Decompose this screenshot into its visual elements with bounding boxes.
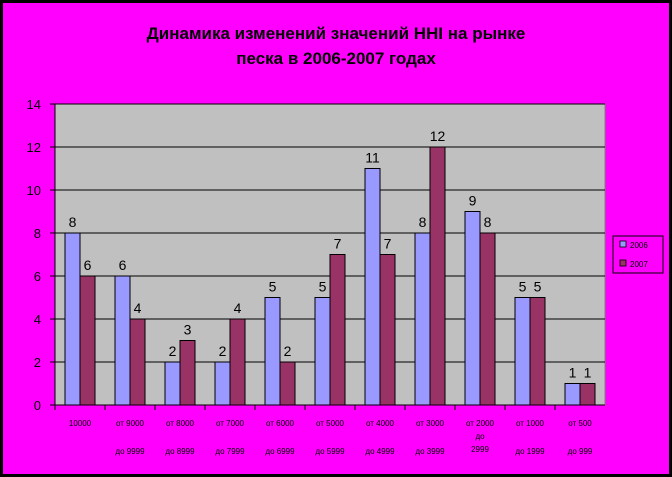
y-axis: 0 2 4 6 8 10 12 14 (27, 97, 56, 413)
y-tick-label: 4 (34, 312, 41, 327)
data-label-2006: 9 (469, 193, 477, 209)
chart-title-line-2: песка в 2006-2007 годах (236, 49, 436, 68)
x-tick-label: от 7000 (216, 419, 245, 428)
data-label-2006: 5 (269, 279, 277, 295)
y-tick-label: 10 (27, 183, 41, 198)
bar-2007 (79, 275, 96, 406)
data-label-2006: 8 (69, 214, 77, 230)
data-label-2006: 2 (219, 343, 227, 359)
data-label-2007: 4 (234, 300, 242, 316)
x-tick-label: от 8000 (166, 419, 195, 428)
bar-2006 (514, 297, 531, 406)
data-label-2006: 5 (519, 279, 527, 295)
bar-2007 (579, 383, 596, 406)
bar-2007 (179, 340, 196, 406)
x-tick-label: 2999 (471, 445, 489, 454)
x-tick-label: до (475, 432, 485, 441)
x-tick-label: 10000 (69, 419, 92, 428)
y-tick-label: 2 (34, 355, 41, 370)
bar-2007 (279, 361, 296, 406)
legend-label-2006: 2006 (630, 241, 648, 250)
data-label-2006: 11 (365, 150, 380, 166)
bars (64, 146, 596, 406)
x-tick-label: до 7999 (215, 447, 245, 456)
chart-title-line-1: Динамика изменений значений HHI на рынке (147, 24, 526, 43)
x-axis: 10000 от 9000 до 9999 от 8000 до 8999 от 7000… (54, 404, 605, 456)
x-tick-label: от 3000 (416, 419, 445, 428)
x-tick-label: до 8999 (165, 447, 195, 456)
data-label-2007: 7 (334, 236, 342, 252)
legend-swatch-2007 (619, 259, 627, 267)
bar-2006 (264, 297, 281, 406)
y-tick-label: 6 (34, 269, 41, 284)
data-label-2006: 2 (169, 343, 177, 359)
data-label-2007: 5 (534, 279, 542, 295)
data-label-2007: 2 (284, 343, 292, 359)
bar-2007 (229, 318, 246, 406)
bar-2006 (464, 211, 481, 406)
bar-2007 (329, 254, 346, 406)
x-tick-label: до 999 (568, 447, 593, 456)
legend-swatch-2006 (619, 240, 627, 248)
x-tick-label: от 5000 (316, 419, 345, 428)
x-tick-label: до 6999 (265, 447, 295, 456)
bar-2007 (529, 297, 546, 406)
x-tick-label: от 500 (568, 419, 592, 428)
x-tick-label: от 2000 (466, 419, 495, 428)
bar-2006 (114, 275, 131, 406)
legend-label-2007: 2007 (630, 260, 648, 269)
y-tick-label: 12 (27, 140, 41, 155)
data-label-2007: 6 (84, 257, 92, 273)
data-label-2006: 5 (319, 279, 327, 295)
y-tick-label: 14 (27, 97, 41, 112)
bar-2007 (429, 146, 446, 406)
data-label-2007: 4 (134, 300, 142, 316)
bar-2007 (379, 254, 396, 406)
x-tick-label: от 9000 (116, 419, 145, 428)
bar-2006 (564, 383, 581, 406)
data-label-2006: 6 (119, 257, 127, 273)
x-tick-label: до 4999 (365, 447, 395, 456)
x-tick-label: до 3999 (415, 447, 445, 456)
y-tick-label: 0 (34, 398, 41, 413)
x-tick-label: от 6000 (266, 419, 295, 428)
x-tick-label: от 4000 (366, 419, 395, 428)
bar-2006 (164, 361, 181, 406)
x-tick-label: от 1000 (516, 419, 545, 428)
data-label-2006: 8 (419, 214, 427, 230)
bar-2006 (364, 168, 381, 406)
data-label-2007: 1 (584, 365, 592, 381)
data-label-2006: 1 (569, 365, 577, 381)
bar-2007 (479, 232, 496, 406)
y-tick-label: 8 (34, 226, 41, 241)
data-label-2007: 8 (484, 214, 492, 230)
data-label-2007: 12 (430, 128, 446, 144)
bar-2006 (214, 361, 231, 406)
x-tick-label: до 1999 (515, 447, 545, 456)
data-label-2007: 7 (384, 236, 392, 252)
bar-2006 (414, 232, 431, 406)
legend: 2006 2007 (612, 235, 664, 274)
bar-2006 (314, 297, 331, 406)
data-label-2007: 3 (184, 322, 192, 338)
bar-2007 (129, 318, 146, 406)
x-tick-label: до 5999 (315, 447, 345, 456)
x-tick-label: до 9999 (115, 447, 145, 456)
bar-2006 (64, 232, 81, 406)
